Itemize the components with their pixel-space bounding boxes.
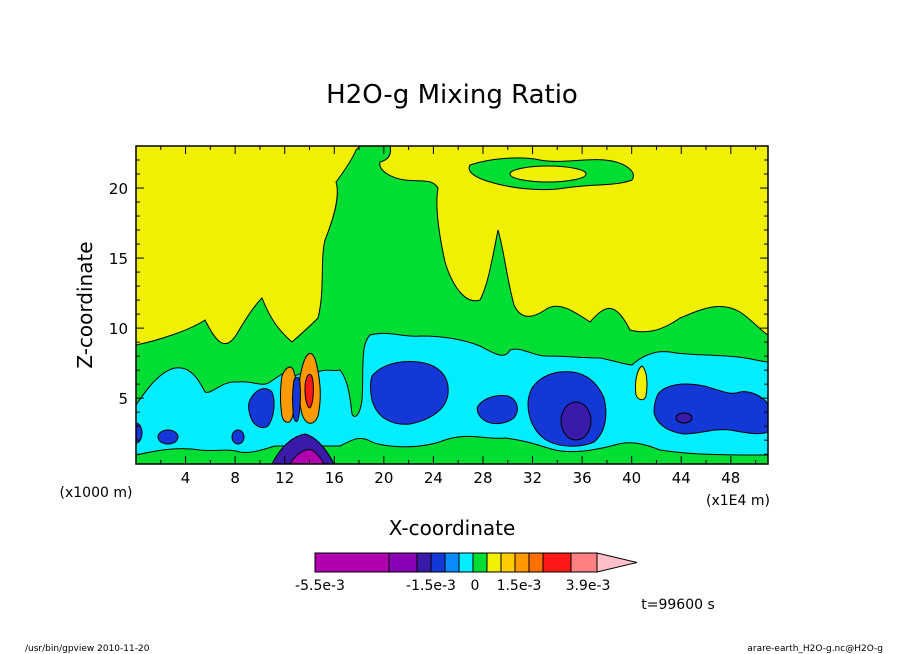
colorbar-cell xyxy=(444,552,460,573)
plot-frame xyxy=(135,145,769,465)
y-tick-label: 5 xyxy=(118,390,128,408)
region-blue-7 xyxy=(231,429,245,445)
region-blue-column xyxy=(292,376,301,423)
colorbar-cell xyxy=(528,552,544,573)
region-blue-3 xyxy=(476,395,518,425)
x-tick-label: 48 xyxy=(721,469,740,487)
footer-right: arare-earth_H2O-g.nc@H2O-g xyxy=(747,644,883,654)
x-tick-label: 20 xyxy=(374,469,393,487)
region-blue-6 xyxy=(157,429,179,445)
colorbar-cell xyxy=(570,552,598,573)
region-yellow-patch xyxy=(635,365,648,401)
x-unit-right: (x1E4 m) xyxy=(706,493,770,509)
colorbar-cell xyxy=(472,552,488,573)
y-tick-label: 20 xyxy=(109,180,128,198)
footer-left: /usr/bin/gpview 2010-11-20 xyxy=(25,644,150,654)
y-tick-label: 15 xyxy=(109,250,128,268)
y-axis-label: Z-coordinate xyxy=(73,241,97,368)
contour-field xyxy=(136,146,768,464)
region-blue-2 xyxy=(370,361,449,425)
region-cyan xyxy=(136,332,768,464)
colorbar-cell xyxy=(430,552,446,573)
x-tick-label: 4 xyxy=(181,469,191,487)
x-tick-label: 24 xyxy=(424,469,443,487)
x-unit-left: (x1000 m) xyxy=(60,485,133,501)
x-tick-label: 32 xyxy=(523,469,542,487)
x-tick-label: 8 xyxy=(230,469,240,487)
x-tick-label: 36 xyxy=(573,469,592,487)
x-axis-label: X-coordinate xyxy=(389,516,516,540)
region-navy-core xyxy=(560,401,592,441)
colorbar-cell xyxy=(458,552,474,573)
y-tick-label: 10 xyxy=(109,320,128,338)
region-orange-left xyxy=(280,366,297,423)
region-blue-8 xyxy=(136,422,143,444)
colorbar-label: 0 xyxy=(471,578,480,594)
colorbar-label: 1.5e-3 xyxy=(497,578,542,594)
colorbar-label: 3.9e-3 xyxy=(566,578,611,594)
region-blue-1 xyxy=(248,388,275,429)
colorbar-cell xyxy=(314,552,390,573)
time-label: t=99600 s xyxy=(641,597,715,613)
x-tick-label: 12 xyxy=(275,469,294,487)
x-tick-label: 28 xyxy=(473,469,492,487)
colorbar-label: -1.5e-3 xyxy=(406,578,456,594)
colorbar-labels: -5.5e-3 -1.5e-3 0 1.5e-3 3.9e-3 xyxy=(295,578,610,594)
colorbar xyxy=(314,552,638,573)
colorbar-cell xyxy=(542,552,572,573)
y-axis: 5 10 15 20 xyxy=(109,159,768,455)
colorbar-cell xyxy=(514,552,530,573)
region-yellow-pocket xyxy=(509,165,587,183)
chart-title: H2O-g Mixing Ratio xyxy=(326,80,578,110)
region-magenta-base xyxy=(289,449,325,464)
colorbar-cell xyxy=(416,552,432,573)
colorbar-label: -5.5e-3 xyxy=(295,578,345,594)
x-tick-label: 44 xyxy=(672,469,691,487)
colorbar-cell xyxy=(500,552,516,573)
colorbar-cell xyxy=(388,552,418,573)
region-navy-small xyxy=(675,412,693,424)
x-tick-label: 16 xyxy=(325,469,344,487)
x-axis: 4 8 12 16 20 24 28 32 36 40 44 48 xyxy=(160,146,757,487)
region-red-core xyxy=(304,373,314,409)
colorbar-max-arrow xyxy=(596,552,638,573)
x-tick-label: 40 xyxy=(622,469,641,487)
colorbar-cell xyxy=(486,552,502,573)
